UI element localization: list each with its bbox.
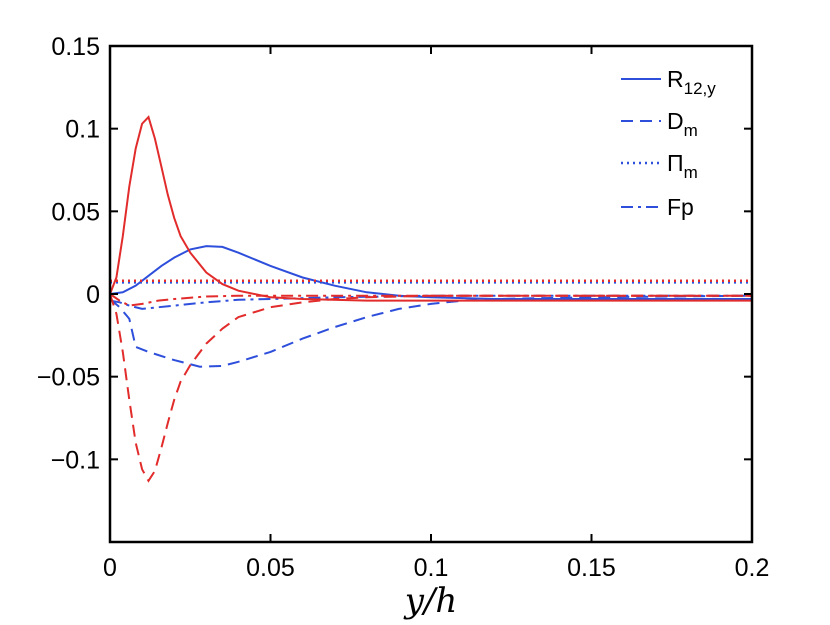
series-line-6	[109, 293, 752, 483]
series-line-2	[109, 294, 753, 368]
legend-label-main: Π	[667, 150, 684, 176]
series-line-5	[109, 115, 752, 302]
legend-label: Dm	[667, 108, 698, 140]
x-tick-label: 0	[103, 554, 117, 582]
legend-label-subscript: 12,y	[684, 79, 717, 98]
ticks-layer: 0 0.05 0.1 0.15 0.2 −0.1 −0.05 0 0.05 0.1 0.15	[37, 33, 770, 582]
y-tick-label: 0.15	[51, 33, 100, 61]
y-tick-label: 0.1	[65, 116, 100, 144]
x-tick-label: 0.05	[246, 554, 295, 582]
legend-label-subscript: m	[684, 163, 698, 182]
x-tick-label: 0.15	[567, 554, 616, 582]
legend-label-main: D	[667, 108, 684, 134]
series-layer	[109, 115, 753, 483]
series-line-4	[109, 294, 752, 310]
y-tick-label: 0.05	[51, 198, 100, 226]
series-line-1	[109, 245, 752, 300]
legend-label: Fp	[667, 194, 694, 220]
x-tick-label: 0.1	[414, 554, 449, 582]
series-line-8	[109, 293, 752, 307]
y-tick-label: −0.1	[51, 446, 100, 474]
plot-frame	[108, 44, 754, 544]
y-tick-label: 0	[86, 281, 100, 309]
x-tick-label: 0.2	[735, 554, 770, 582]
legend-label: R12,y	[667, 66, 716, 98]
y-tick-label: −0.05	[37, 364, 100, 392]
legend-label-main: R	[667, 66, 684, 92]
legend-label-main: Fp	[667, 194, 694, 220]
legend-label-subscript: m	[684, 121, 698, 140]
legend-label: Πm	[667, 150, 698, 182]
x-axis-title: y/h	[403, 581, 458, 621]
